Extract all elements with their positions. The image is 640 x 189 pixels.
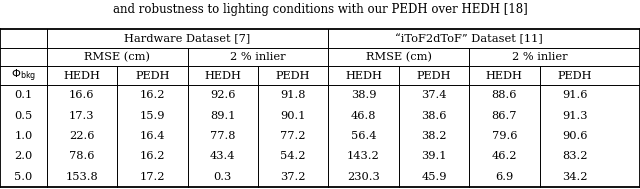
Text: 77.8: 77.8	[210, 131, 236, 141]
Text: 91.8: 91.8	[280, 90, 306, 100]
Text: 153.8: 153.8	[65, 172, 99, 182]
Text: 46.2: 46.2	[492, 151, 517, 161]
Text: HEDH: HEDH	[486, 71, 523, 81]
Text: 17.3: 17.3	[69, 111, 95, 121]
Text: PEDH: PEDH	[557, 71, 592, 81]
Text: 46.8: 46.8	[351, 111, 376, 121]
Text: 17.2: 17.2	[140, 172, 165, 182]
Text: 37.2: 37.2	[280, 172, 306, 182]
Text: 1.0: 1.0	[14, 131, 33, 141]
Text: 143.2: 143.2	[347, 151, 380, 161]
Text: 54.2: 54.2	[280, 151, 306, 161]
Text: PEDH: PEDH	[135, 71, 170, 81]
Text: and robustness to lighting conditions with our PEDH over HEDH [18]: and robustness to lighting conditions wi…	[113, 3, 527, 16]
Text: 16.6: 16.6	[69, 90, 95, 100]
Text: 0.1: 0.1	[14, 90, 33, 100]
Text: 5.0: 5.0	[14, 172, 33, 182]
Text: Hardware Dataset [7]: Hardware Dataset [7]	[124, 34, 251, 44]
Text: 38.9: 38.9	[351, 90, 376, 100]
Text: 91.6: 91.6	[562, 90, 588, 100]
Text: 16.2: 16.2	[140, 90, 165, 100]
Text: 79.6: 79.6	[492, 131, 517, 141]
Text: 56.4: 56.4	[351, 131, 376, 141]
Text: PEDH: PEDH	[417, 71, 451, 81]
Text: 16.2: 16.2	[140, 151, 165, 161]
Text: 0.5: 0.5	[14, 111, 33, 121]
Text: 37.4: 37.4	[421, 90, 447, 100]
Text: 0.3: 0.3	[214, 172, 232, 182]
Text: 2 % inlier: 2 % inlier	[512, 52, 567, 62]
Text: “iToF2dToF” Dataset [11]: “iToF2dToF” Dataset [11]	[396, 33, 543, 44]
Text: 90.6: 90.6	[562, 131, 588, 141]
Text: 92.6: 92.6	[210, 90, 236, 100]
Text: 45.9: 45.9	[421, 172, 447, 182]
Text: 2.0: 2.0	[14, 151, 33, 161]
Text: HEDH: HEDH	[204, 71, 241, 81]
Text: HEDH: HEDH	[63, 71, 100, 81]
Text: 89.1: 89.1	[210, 111, 236, 121]
Text: 38.2: 38.2	[421, 131, 447, 141]
Text: 34.2: 34.2	[562, 172, 588, 182]
Text: 230.3: 230.3	[347, 172, 380, 182]
Text: 6.9: 6.9	[495, 172, 513, 182]
Text: 88.6: 88.6	[492, 90, 517, 100]
Text: 77.2: 77.2	[280, 131, 306, 141]
Text: 91.3: 91.3	[562, 111, 588, 121]
Text: 86.7: 86.7	[492, 111, 517, 121]
Text: 83.2: 83.2	[562, 151, 588, 161]
Text: PEDH: PEDH	[276, 71, 310, 81]
Text: 22.6: 22.6	[69, 131, 95, 141]
Text: 78.6: 78.6	[69, 151, 95, 161]
Text: 15.9: 15.9	[140, 111, 165, 121]
Text: 43.4: 43.4	[210, 151, 236, 161]
Text: 38.6: 38.6	[421, 111, 447, 121]
Text: 39.1: 39.1	[421, 151, 447, 161]
Text: 16.4: 16.4	[140, 131, 165, 141]
Text: 90.1: 90.1	[280, 111, 306, 121]
Text: 2 % inlier: 2 % inlier	[230, 52, 285, 62]
Text: $\Phi_{\rm bkg}$: $\Phi_{\rm bkg}$	[11, 67, 36, 84]
Text: RMSE (cm): RMSE (cm)	[365, 52, 432, 62]
Text: HEDH: HEDH	[345, 71, 382, 81]
Text: RMSE (cm): RMSE (cm)	[84, 52, 150, 62]
